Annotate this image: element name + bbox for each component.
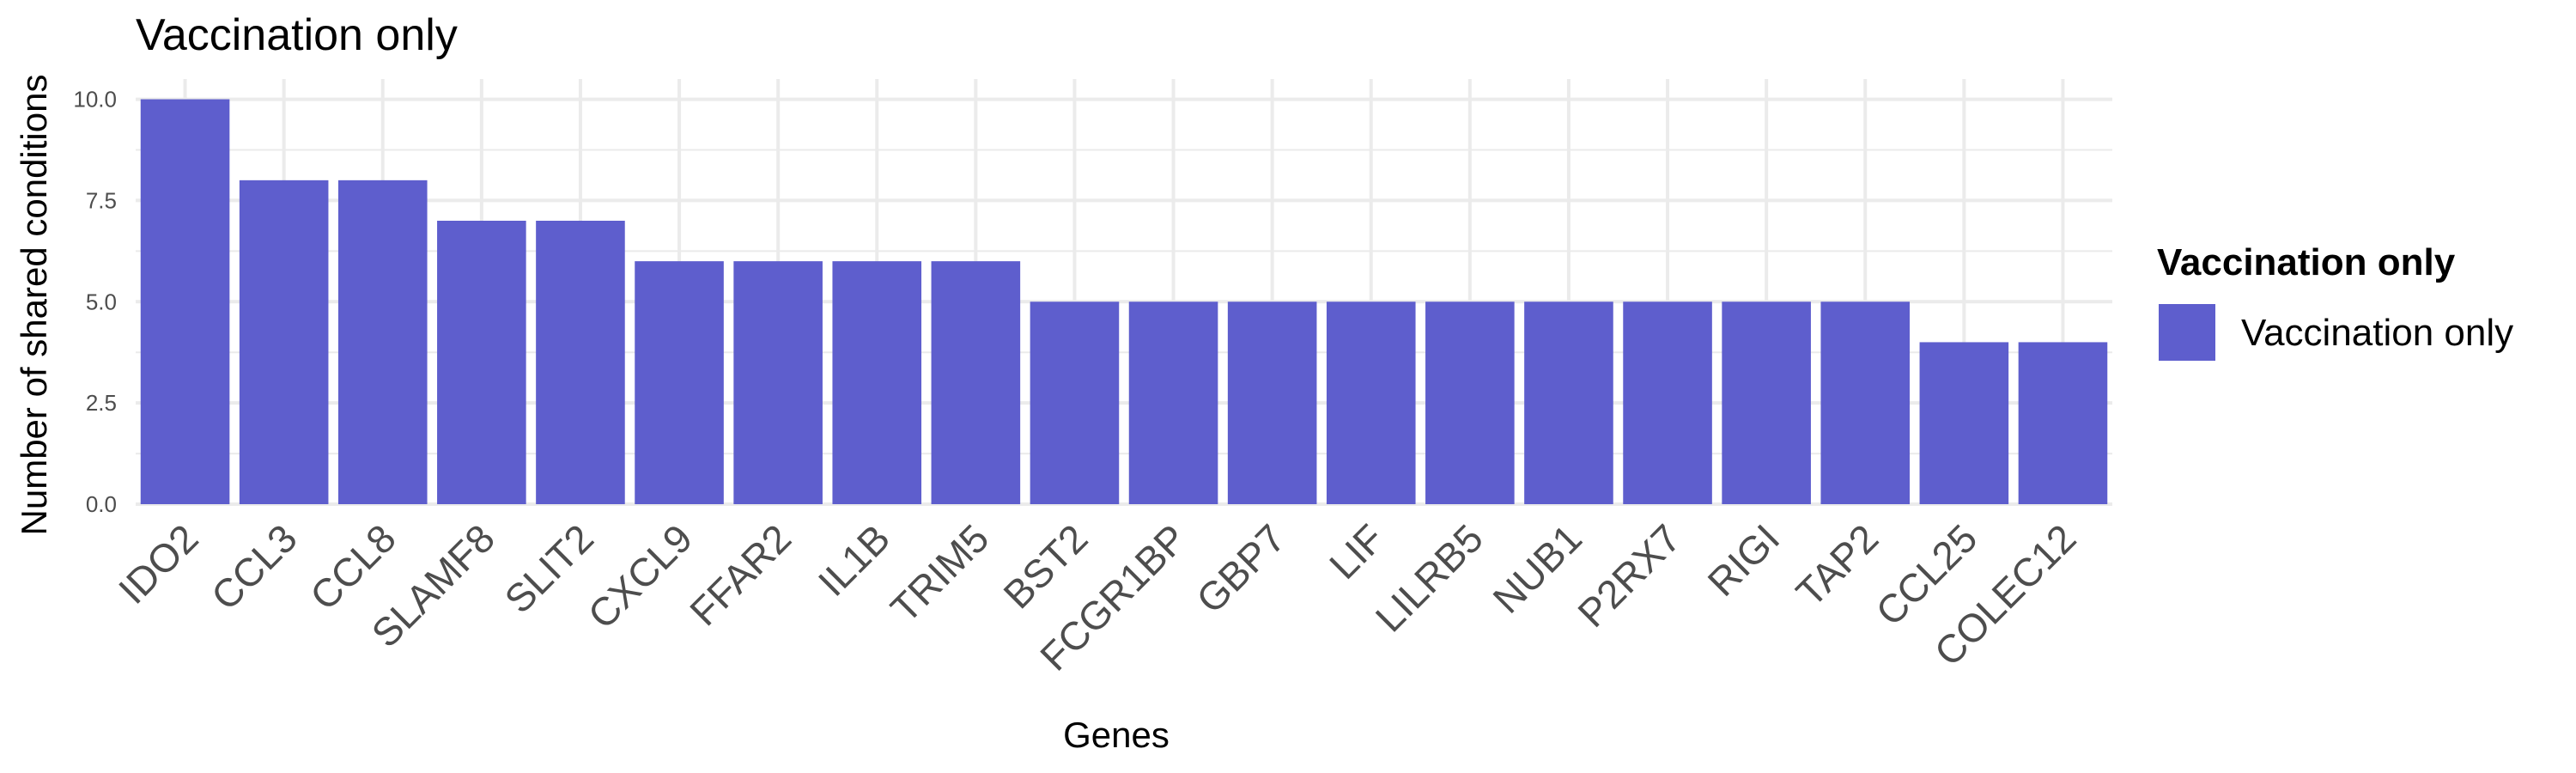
x-tick-label: IL1B bbox=[810, 515, 899, 605]
legend: Vaccination only Vaccination only bbox=[2157, 241, 2513, 361]
x-tick-label: LILRB5 bbox=[1367, 515, 1492, 640]
bar bbox=[1524, 301, 1613, 504]
y-tick-label: 2.5 bbox=[86, 390, 117, 416]
bar bbox=[733, 261, 823, 504]
bar bbox=[536, 221, 625, 504]
bar bbox=[1820, 301, 1911, 504]
bar bbox=[1227, 301, 1317, 504]
x-tick-label: IDO2 bbox=[110, 515, 207, 612]
y-tick-label: 0.0 bbox=[86, 491, 117, 517]
bar bbox=[1030, 301, 1120, 504]
bar bbox=[140, 99, 230, 505]
bar bbox=[437, 221, 526, 504]
legend-swatch bbox=[2159, 304, 2215, 361]
y-tick-label: 10.0 bbox=[73, 87, 117, 113]
bars bbox=[140, 99, 2108, 505]
y-axis-title: Number of shared conditions bbox=[14, 75, 54, 536]
x-tick-label: CCL3 bbox=[203, 515, 306, 618]
bar bbox=[1919, 342, 2009, 504]
bar bbox=[1128, 301, 1218, 504]
bar bbox=[635, 261, 724, 504]
x-tick-label: GBP7 bbox=[1188, 515, 1294, 622]
x-tick-label: TRIM5 bbox=[882, 515, 997, 630]
grid bbox=[136, 79, 2112, 506]
bar bbox=[931, 261, 1021, 504]
bar bbox=[1722, 301, 1811, 504]
chart-title: Vaccination only bbox=[136, 10, 458, 60]
y-tick-label: 5.0 bbox=[86, 289, 117, 314]
bar bbox=[337, 180, 428, 504]
x-tick-label: FFAR2 bbox=[681, 515, 799, 634]
y-axis-ticks: 0.0 2.5 5.0 7.5 10.0 bbox=[73, 87, 117, 517]
x-tick-label: LIF bbox=[1321, 515, 1393, 587]
x-tick-label: CXCL9 bbox=[579, 515, 701, 637]
bar bbox=[832, 261, 922, 504]
x-tick-label: P2RX7 bbox=[1569, 515, 1689, 636]
bar bbox=[1326, 301, 1416, 504]
bar bbox=[1623, 301, 1712, 504]
x-tick-label: RIGI bbox=[1699, 515, 1789, 605]
bar bbox=[2018, 342, 2108, 504]
bar bbox=[239, 180, 329, 504]
y-tick-label: 7.5 bbox=[86, 187, 117, 213]
legend-title: Vaccination only bbox=[2157, 241, 2456, 283]
bar bbox=[1425, 301, 1515, 504]
x-axis-title: Genes bbox=[1063, 715, 1170, 755]
legend-label: Vaccination only bbox=[2241, 312, 2513, 354]
